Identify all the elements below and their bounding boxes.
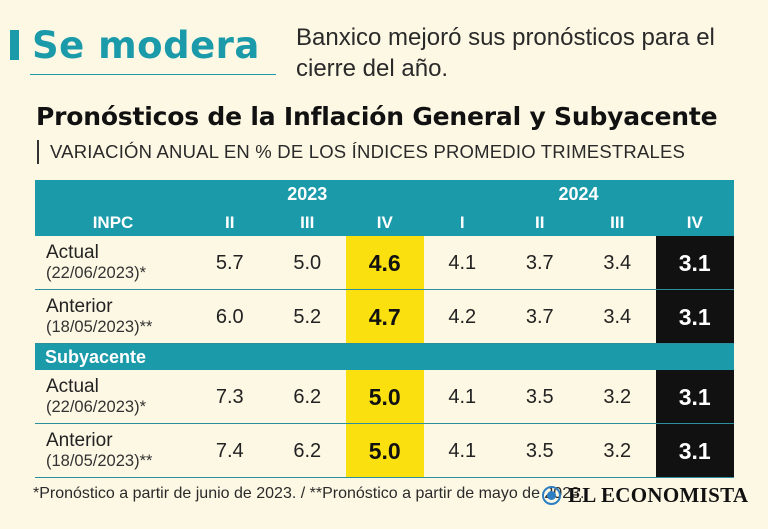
subhead: Banxico mejoró sus pronósticos para el c… — [296, 24, 715, 82]
brand: EL ECONOMISTA — [542, 483, 748, 508]
data-cell: 5.0 — [346, 424, 424, 478]
data-cell: 3.2 — [603, 385, 632, 408]
forecast-table: 2023 2024 INPC II III IV I II III IV Actual (22/06/… — [35, 180, 734, 478]
data-cell: 7.3 — [215, 385, 244, 408]
data-cell: 4.2 — [448, 305, 477, 328]
brand-logo-icon — [542, 486, 561, 505]
data-cell: 4.1 — [448, 251, 477, 274]
row-divider — [35, 477, 734, 478]
quarter-label: II — [501, 209, 579, 236]
data-cell: 4.7 — [346, 290, 424, 344]
data-cell: 3.1 — [656, 370, 734, 424]
row-label-name: Actual — [46, 376, 99, 397]
row-label: Anterior (18/05/2023)** — [35, 290, 191, 344]
data-cell: 3.7 — [525, 305, 554, 328]
row-label: Actual (22/06/2023)* — [35, 236, 191, 290]
data-cell: 6.2 — [293, 439, 322, 462]
data-cell: 5.7 — [215, 251, 244, 274]
headline: Se modera — [32, 24, 260, 67]
row-label-date: (22/06/2023)* — [46, 264, 146, 282]
brand-name: EL ECONOMISTA — [568, 483, 749, 507]
data-cell: 3.2 — [603, 439, 632, 462]
headline-rule — [30, 74, 276, 75]
data-cell: 6.0 — [215, 305, 244, 328]
chart-title: Pronósticos de la Inflación General y Su… — [36, 102, 718, 131]
accent-bar — [10, 30, 19, 60]
quarter-label: III — [268, 209, 346, 236]
data-cell: 7.4 — [215, 439, 244, 462]
data-cell: 4.1 — [448, 439, 477, 462]
data-cell: 4.1 — [448, 385, 477, 408]
row-label-date: (18/05/2023)** — [46, 318, 153, 336]
section-header-inpc: INPC — [35, 209, 191, 236]
row-label-date: (18/05/2023)** — [46, 452, 153, 470]
row-label-name: Anterior — [46, 296, 113, 317]
data-cell: 3.1 — [656, 424, 734, 478]
row-label: Anterior (18/05/2023)** — [35, 424, 191, 478]
footnote: *Pronóstico a partir de junio de 2023. /… — [33, 485, 585, 502]
data-cell: 3.4 — [603, 305, 632, 328]
data-cell: 6.2 — [293, 385, 322, 408]
data-cell: 3.1 — [656, 236, 734, 290]
data-cell: 3.5 — [525, 385, 554, 408]
data-cell: 3.5 — [525, 439, 554, 462]
row-label-date: (22/06/2023)* — [46, 398, 146, 416]
year-label-2023: 2023 — [191, 180, 424, 209]
data-cell: 5.0 — [346, 370, 424, 424]
quarter-label: I — [423, 209, 501, 236]
quarter-label: IV — [656, 209, 734, 236]
quarter-label: III — [578, 209, 656, 236]
data-cell: 4.6 — [346, 236, 424, 290]
subtitle-bar — [37, 140, 39, 164]
row-label: Actual (22/06/2023)* — [35, 370, 191, 424]
row-label-name: Anterior — [46, 430, 113, 451]
quarter-label: II — [191, 209, 269, 236]
data-cell: 5.2 — [293, 305, 322, 328]
row-divider — [35, 423, 734, 424]
row-divider — [35, 343, 734, 344]
year-label-2024: 2024 — [423, 180, 734, 209]
data-cell: 3.1 — [656, 290, 734, 344]
row-label-name: Actual — [46, 242, 99, 263]
data-cell: 5.0 — [293, 251, 322, 274]
data-cell: 3.7 — [525, 251, 554, 274]
data-cell: 3.4 — [603, 251, 632, 274]
quarter-label: IV — [346, 209, 424, 236]
chart-subtitle: VARIACIÓN ANUAL EN % DE LOS ÍNDICES PROM… — [50, 141, 686, 162]
section-header-subyacente: Subyacente — [35, 344, 734, 370]
row-divider — [35, 289, 734, 290]
